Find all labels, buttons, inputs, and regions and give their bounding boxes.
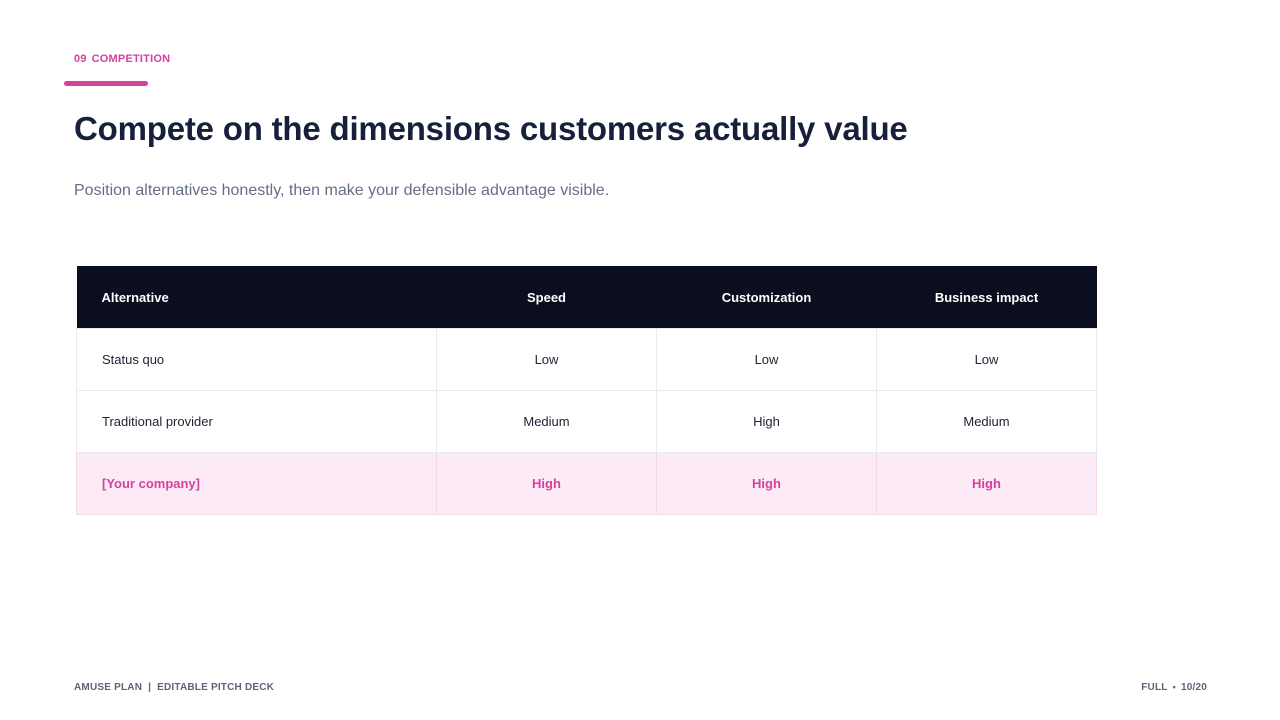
cell-customization: High bbox=[656, 452, 877, 515]
slide-title: Compete on the dimensions customers actu… bbox=[74, 110, 908, 147]
slide-subtitle: Position alternatives honestly, then mak… bbox=[74, 182, 610, 199]
cell-customization: High bbox=[656, 390, 877, 453]
table-row-highlight: [Your company] High High High bbox=[76, 452, 1097, 515]
footer-page-info: FULL • 10/20 bbox=[1141, 682, 1207, 693]
cell-business-impact: High bbox=[876, 452, 1097, 515]
table-row: Status quo Low Low Low bbox=[76, 328, 1097, 391]
footer-dot: • bbox=[1172, 682, 1176, 692]
section-number: 09 bbox=[74, 53, 87, 65]
section-tag: 09 COMPETITION bbox=[74, 53, 170, 65]
cell-alternative: [Your company] bbox=[76, 452, 437, 515]
cell-customization: Low bbox=[656, 328, 877, 391]
cell-business-impact: Medium bbox=[876, 390, 1097, 453]
cell-speed: Medium bbox=[436, 390, 657, 453]
header-speed: Speed bbox=[436, 266, 657, 329]
section-label: COMPETITION bbox=[91, 53, 171, 65]
header-customization: Customization bbox=[656, 266, 877, 329]
header-alternative: Alternative bbox=[76, 266, 437, 329]
footer-brand-name: AMUSE PLAN bbox=[74, 682, 143, 693]
cell-alternative: Status quo bbox=[76, 328, 437, 391]
table-header-row: Alternative Speed Customization Business… bbox=[76, 266, 1097, 329]
cell-speed: High bbox=[436, 452, 657, 515]
footer-separator: | bbox=[148, 682, 152, 693]
cell-alternative: Traditional provider bbox=[76, 390, 437, 453]
footer-deck-label: EDITABLE PITCH DECK bbox=[157, 682, 275, 693]
page-number: 10/20 bbox=[1180, 682, 1207, 693]
header-business-impact: Business impact bbox=[876, 266, 1097, 329]
cell-business-impact: Low bbox=[876, 328, 1097, 391]
accent-bar bbox=[64, 81, 148, 86]
footer-brand: AMUSE PLAN | EDITABLE PITCH DECK bbox=[74, 682, 274, 693]
cell-speed: Low bbox=[436, 328, 657, 391]
table-row: Traditional provider Medium High Medium bbox=[76, 390, 1097, 453]
footer-mode: FULL bbox=[1141, 682, 1168, 693]
competition-table: Alternative Speed Customization Business… bbox=[76, 266, 1097, 515]
